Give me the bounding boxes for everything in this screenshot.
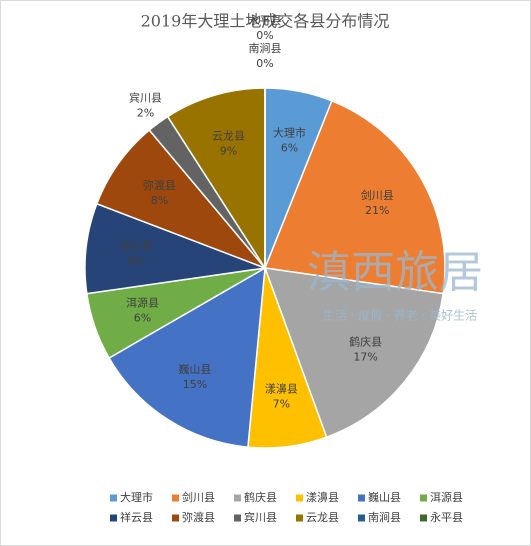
slice-value: 9%	[220, 145, 237, 158]
slice-value: 6%	[281, 142, 298, 155]
legend-label: 云龙县	[306, 511, 339, 524]
legend-swatch	[110, 494, 117, 502]
pie-slice	[263, 99, 446, 295]
legend-label: 大理市	[120, 490, 153, 504]
slice-label: 永平县	[249, 13, 282, 27]
legend-label: 巍山县	[368, 491, 401, 504]
watermark-title: 滇西旅居	[307, 247, 483, 298]
slice-value: 15%	[183, 378, 207, 391]
slice-value: 2%	[137, 107, 154, 120]
legend-swatch	[172, 514, 179, 522]
legend-label: 漾濞县	[306, 490, 339, 504]
legend-swatch	[296, 494, 303, 502]
slice-label: 云龙县	[212, 130, 245, 143]
slice-label: 南涧县	[249, 42, 282, 55]
legend-swatch	[420, 494, 427, 502]
slice-label: 剑川县	[361, 188, 394, 202]
slice-label: 巍山县	[178, 363, 211, 376]
slice-value: 8%	[127, 255, 144, 268]
slice-label: 大理市	[273, 126, 306, 140]
legend-label: 南涧县	[368, 511, 401, 524]
slice-value: 17%	[353, 351, 377, 364]
legend-swatch	[172, 494, 179, 502]
legend-label: 宾川县	[244, 510, 277, 524]
legend-label: 永平县	[430, 510, 463, 524]
legend-label: 祥云县	[120, 510, 153, 524]
pie-slice	[95, 129, 268, 270]
slice-value: 0%	[256, 57, 273, 70]
slice-label: 洱源县	[126, 295, 159, 309]
slice-value: 7%	[273, 398, 290, 411]
legend-swatch	[420, 514, 427, 522]
legend-swatch	[358, 514, 365, 522]
pie-slice	[263, 267, 445, 439]
legend-swatch	[234, 514, 241, 522]
slice-label: 鹤庆县	[349, 335, 382, 349]
slice-value: 8%	[151, 194, 168, 207]
slice-label: 祥云县	[120, 239, 153, 253]
chart-title: 2019年大理土地成交各县分布情况	[141, 12, 390, 31]
legend-label: 鹤庆县	[244, 490, 277, 504]
watermark-subtitle: 生活 · 度假 · 养老 · 美好生活	[323, 308, 477, 323]
slice-label: 漾濞县	[265, 382, 298, 396]
legend-label: 洱源县	[430, 490, 463, 504]
legend-swatch	[110, 514, 117, 522]
slice-label: 弥渡县	[143, 178, 176, 192]
legend-label: 剑川县	[182, 490, 215, 504]
legend-swatch	[358, 494, 365, 502]
slice-label: 宾川县	[129, 91, 162, 105]
pie-slice	[108, 266, 266, 449]
legend-swatch	[234, 494, 241, 502]
pie-slice	[166, 87, 266, 271]
slice-value: 21%	[365, 204, 389, 217]
legend-swatch	[296, 514, 303, 522]
slice-value: 6%	[134, 311, 151, 324]
legend-label: 弥渡县	[182, 510, 215, 524]
pie-slice	[84, 202, 268, 295]
slice-value: 0%	[256, 29, 273, 42]
